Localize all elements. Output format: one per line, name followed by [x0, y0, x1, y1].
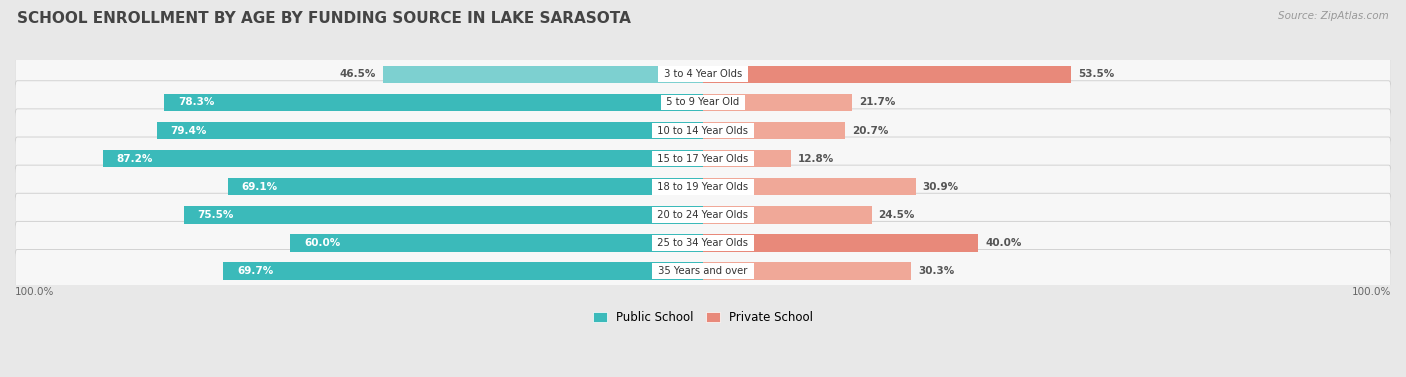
- Bar: [703, 206, 872, 224]
- Text: 20 to 24 Year Olds: 20 to 24 Year Olds: [654, 210, 752, 220]
- Bar: [103, 150, 703, 167]
- Text: 69.1%: 69.1%: [242, 182, 277, 192]
- Text: Source: ZipAtlas.com: Source: ZipAtlas.com: [1278, 11, 1389, 21]
- Bar: [703, 122, 845, 139]
- Text: 21.7%: 21.7%: [859, 97, 896, 107]
- FancyBboxPatch shape: [15, 221, 1391, 265]
- Text: 100.0%: 100.0%: [15, 287, 55, 297]
- Text: 15 to 17 Year Olds: 15 to 17 Year Olds: [654, 154, 752, 164]
- Text: 78.3%: 78.3%: [179, 97, 215, 107]
- Bar: [228, 178, 703, 196]
- Bar: [165, 94, 703, 111]
- Text: 24.5%: 24.5%: [879, 210, 915, 220]
- Bar: [703, 178, 915, 196]
- Text: 30.3%: 30.3%: [918, 266, 955, 276]
- Text: 60.0%: 60.0%: [304, 238, 340, 248]
- Bar: [224, 262, 703, 280]
- Bar: [703, 262, 911, 280]
- Text: 100.0%: 100.0%: [1351, 287, 1391, 297]
- Text: 79.4%: 79.4%: [170, 126, 207, 136]
- Text: 40.0%: 40.0%: [986, 238, 1021, 248]
- Text: 18 to 19 Year Olds: 18 to 19 Year Olds: [654, 182, 752, 192]
- Text: 10 to 14 Year Olds: 10 to 14 Year Olds: [654, 126, 752, 136]
- Text: 25 to 34 Year Olds: 25 to 34 Year Olds: [654, 238, 752, 248]
- Bar: [703, 94, 852, 111]
- FancyBboxPatch shape: [15, 193, 1391, 236]
- FancyBboxPatch shape: [15, 137, 1391, 180]
- Text: SCHOOL ENROLLMENT BY AGE BY FUNDING SOURCE IN LAKE SARASOTA: SCHOOL ENROLLMENT BY AGE BY FUNDING SOUR…: [17, 11, 631, 26]
- Bar: [703, 150, 792, 167]
- FancyBboxPatch shape: [15, 53, 1391, 96]
- Bar: [703, 234, 979, 252]
- FancyBboxPatch shape: [15, 165, 1391, 208]
- Text: 35 Years and over: 35 Years and over: [655, 266, 751, 276]
- Text: 30.9%: 30.9%: [922, 182, 959, 192]
- FancyBboxPatch shape: [15, 250, 1391, 293]
- Bar: [382, 66, 703, 83]
- Text: 20.7%: 20.7%: [852, 126, 889, 136]
- Text: 46.5%: 46.5%: [340, 69, 377, 79]
- Text: 69.7%: 69.7%: [238, 266, 274, 276]
- Legend: Public School, Private School: Public School, Private School: [588, 307, 818, 329]
- Text: 75.5%: 75.5%: [197, 210, 233, 220]
- Bar: [703, 66, 1071, 83]
- FancyBboxPatch shape: [15, 109, 1391, 152]
- Text: 53.5%: 53.5%: [1078, 69, 1114, 79]
- Text: 12.8%: 12.8%: [799, 154, 834, 164]
- Bar: [156, 122, 703, 139]
- FancyBboxPatch shape: [15, 81, 1391, 124]
- Text: 3 to 4 Year Olds: 3 to 4 Year Olds: [661, 69, 745, 79]
- Text: 87.2%: 87.2%: [117, 154, 153, 164]
- Bar: [290, 234, 703, 252]
- Text: 5 to 9 Year Old: 5 to 9 Year Old: [664, 97, 742, 107]
- Bar: [184, 206, 703, 224]
